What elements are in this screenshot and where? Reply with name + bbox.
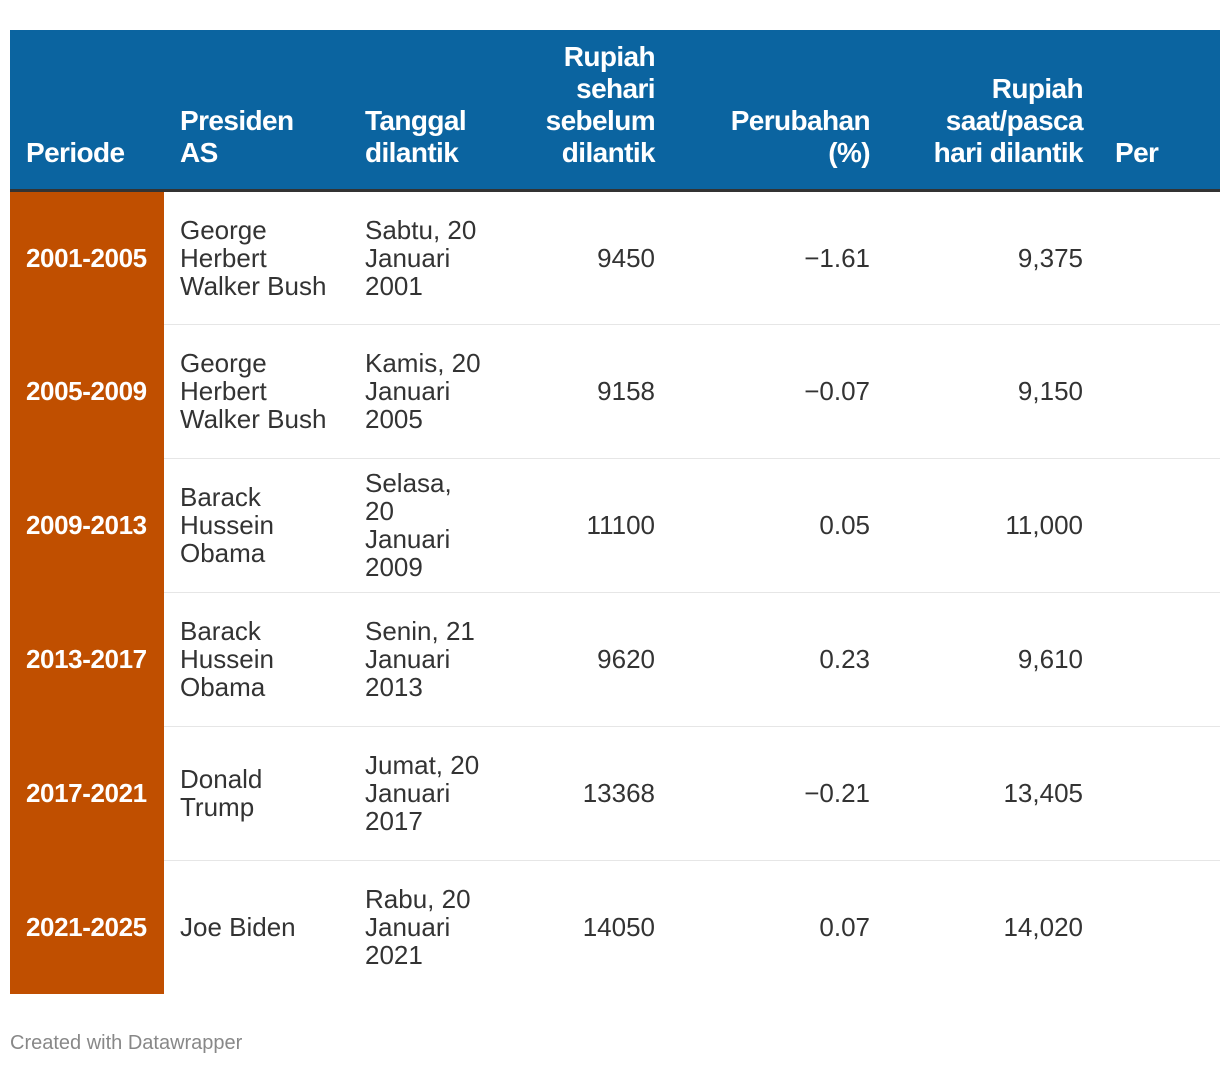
cell-rupiah-sesudah: 9,375 — [886, 190, 1099, 325]
table-body: 2001-2005 George Herbert Walker Bush Sabtu… — [10, 190, 1220, 994]
table-row: 2017-2021 Donald Trump Jumat, 20 Januari 2… — [10, 726, 1220, 861]
column-header-tanggal[interactable]: Tanggal dilantik — [349, 30, 499, 192]
cell-rupiah-sesudah: 11,000 — [886, 458, 1099, 593]
cell-rupiah-sebelum: 11100 — [499, 458, 671, 593]
cell-periode: 2017-2021 — [10, 726, 164, 860]
cell-periode: 2005-2009 — [10, 324, 164, 458]
column-header-presiden[interactable]: Presiden AS — [164, 30, 349, 192]
datawrapper-credit[interactable]: Created with Datawrapper — [10, 1032, 243, 1054]
cell-truncated — [1099, 592, 1220, 727]
cell-truncated — [1099, 324, 1220, 459]
cell-rupiah-sebelum: 9450 — [499, 190, 671, 325]
data-table: Periode Presiden AS Tanggal dilantik Rup… — [10, 30, 1220, 994]
column-header-periode[interactable]: Periode — [10, 30, 164, 192]
cell-rupiah-sesudah: 9,150 — [886, 324, 1099, 459]
table-row: 2009-2013 Barack Hussein Obama Selasa, 20 … — [10, 458, 1220, 593]
cell-presiden: Barack Hussein Obama — [164, 458, 349, 593]
cell-tanggal: Selasa, 20 Januari 2009 — [349, 458, 499, 593]
cell-presiden: George Herbert Walker Bush — [164, 190, 349, 325]
cell-presiden: Donald Trump — [164, 726, 349, 861]
column-header-truncated[interactable]: Per — [1099, 30, 1220, 192]
cell-tanggal: Kamis, 20 Januari 2005 — [349, 324, 499, 459]
cell-tanggal: Senin, 21 Januari 2013 — [349, 592, 499, 727]
cell-perubahan: −0.21 — [671, 726, 886, 861]
cell-perubahan: 0.07 — [819, 912, 870, 943]
cell-rupiah-sebelum: 13368 — [499, 726, 671, 861]
cell-periode: 2021-2025 — [10, 860, 164, 994]
cell-periode: 2009-2013 — [10, 458, 164, 592]
cell-perubahan: 0.23 — [671, 592, 886, 727]
cell-rupiah-sebelum: 14050 — [582, 912, 655, 943]
data-table-container: Periode Presiden AS Tanggal dilantik Rup… — [10, 30, 1220, 994]
cell-perubahan: −1.61 — [671, 190, 886, 325]
cell-rupiah-sebelum: 9620 — [499, 592, 671, 727]
cell-perubahan: −0.07 — [671, 324, 886, 459]
cell-perubahan: 0.05 — [671, 458, 886, 593]
cell-truncated — [1099, 726, 1220, 861]
cell-tanggal: Rabu, 20 Januari 2021 — [365, 884, 471, 971]
column-header-perubahan[interactable]: Perubahan (%) — [671, 30, 886, 192]
header-row: Periode Presiden AS Tanggal dilantik Rup… — [10, 30, 1220, 192]
cell-truncated — [1099, 190, 1220, 325]
cell-truncated — [1099, 860, 1220, 994]
cell-rupiah-sesudah: 9,610 — [886, 592, 1099, 727]
table-row: 2013-2017 Barack Hussein Obama Senin, 21 J… — [10, 592, 1220, 727]
column-header-rupiah-sesudah[interactable]: Rupiah saat/pasca hari dilantik — [886, 30, 1099, 192]
table-row: 2001-2005 George Herbert Walker Bush Sabtu… — [10, 190, 1220, 325]
cell-tanggal: Jumat, 20 Januari 2017 — [349, 726, 499, 861]
cell-tanggal: Sabtu, 20 Januari 2001 — [349, 190, 499, 325]
cell-periode: 2013-2017 — [10, 592, 164, 726]
cell-rupiah-sesudah: 13,405 — [886, 726, 1099, 861]
cell-periode: 2001-2005 — [10, 190, 164, 324]
cell-presiden: George Herbert Walker Bush — [164, 324, 349, 459]
cell-presiden: Barack Hussein Obama — [164, 592, 349, 727]
cell-presiden: Joe Biden — [180, 912, 296, 943]
column-header-rupiah-sebelum[interactable]: Rupiah sehari sebelum dilantik — [499, 30, 671, 192]
table-row: 2021-2025 Joe Biden Rabu, 20 Januari 2021 1… — [10, 860, 1220, 994]
cell-truncated — [1099, 458, 1220, 593]
cell-rupiah-sesudah: 14,020 — [1003, 912, 1083, 943]
table-header: Periode Presiden AS Tanggal dilantik Rup… — [10, 30, 1220, 192]
cell-rupiah-sebelum: 9158 — [499, 324, 671, 459]
table-row: 2005-2009 George Herbert Walker Bush Kamis… — [10, 324, 1220, 459]
